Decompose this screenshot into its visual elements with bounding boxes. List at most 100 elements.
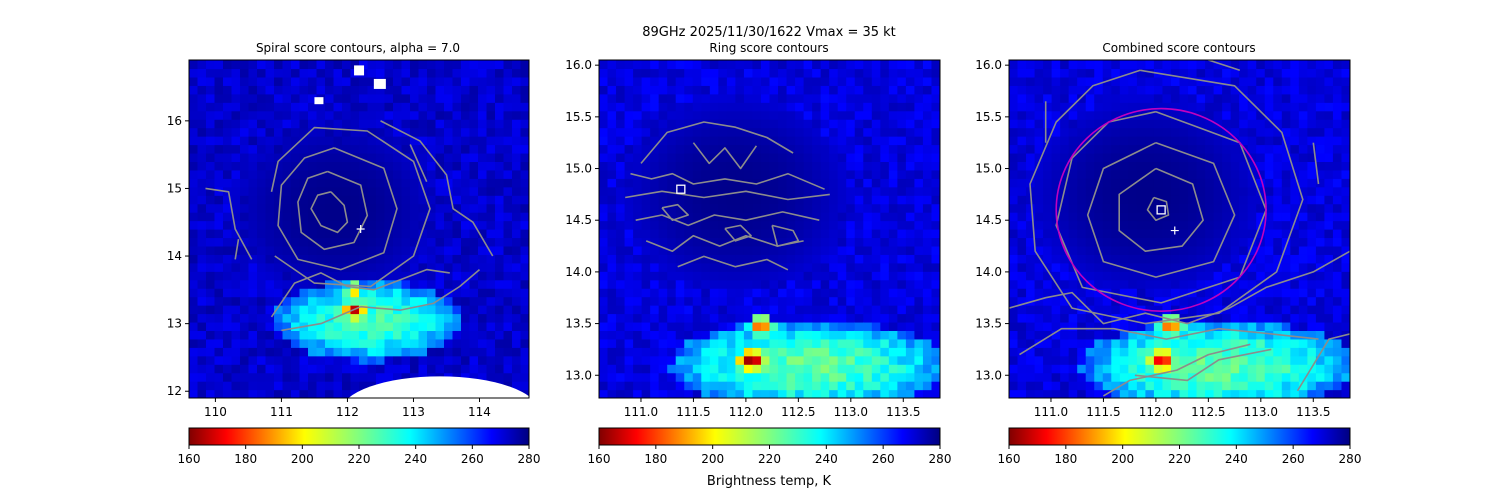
tb-cell — [393, 60, 403, 70]
tb-cell — [367, 364, 377, 374]
tb-cell — [291, 279, 301, 289]
tb-cell — [658, 347, 668, 357]
tb-cell — [503, 313, 513, 323]
tb-cell — [1111, 220, 1121, 230]
tb-cell — [829, 178, 839, 188]
tb-cell — [274, 60, 284, 70]
tb-cell — [1230, 389, 1240, 398]
tb-cell — [667, 110, 677, 120]
tb-cell — [410, 220, 420, 230]
tb-cell — [709, 110, 719, 120]
tb-cell — [803, 279, 813, 289]
tb-cell — [427, 279, 437, 289]
tb-cell — [769, 305, 779, 315]
tb-cell — [1145, 212, 1155, 222]
tb-cell — [401, 127, 411, 137]
tb-cell — [1017, 195, 1027, 205]
tb-cell — [863, 254, 873, 264]
tb-cell — [931, 93, 940, 103]
tb-cell — [401, 372, 411, 382]
tb-cell — [1068, 330, 1078, 340]
tb-cell — [291, 288, 301, 298]
tb-cell — [342, 169, 352, 179]
tb-cell — [829, 355, 839, 365]
tb-cell — [897, 296, 907, 306]
tb-cell — [1188, 203, 1198, 213]
tb-cell — [1290, 186, 1300, 196]
tb-cell — [274, 178, 284, 188]
tb-cell — [1077, 178, 1087, 188]
tb-cell — [427, 85, 437, 95]
tb-cell — [897, 321, 907, 331]
tb-cell — [701, 296, 711, 306]
tb-cell — [410, 110, 420, 120]
tb-cell — [820, 381, 830, 391]
tb-cell — [520, 119, 529, 129]
tb-cell — [333, 338, 343, 348]
tb-cell — [1332, 245, 1343, 255]
tb-cell — [854, 245, 864, 255]
tb-cell — [837, 110, 847, 120]
tb-cell — [461, 93, 471, 103]
tb-cell — [1247, 338, 1257, 348]
tb-cell — [854, 127, 864, 137]
tb-cell — [223, 60, 233, 70]
tb-cell — [718, 237, 728, 247]
tb-cell — [718, 279, 728, 289]
tb-cell — [325, 381, 335, 391]
tb-cell — [401, 279, 411, 289]
tb-cell — [837, 119, 847, 129]
tb-cell — [520, 305, 529, 315]
tb-cell — [410, 68, 420, 78]
tb-cell — [701, 321, 711, 331]
tb-cell — [401, 254, 411, 264]
tb-cell — [393, 127, 403, 137]
tb-cell — [650, 152, 660, 162]
tb-cell — [1043, 288, 1053, 298]
tb-cell — [641, 381, 651, 391]
tb-cell — [684, 144, 694, 154]
tb-cell — [633, 381, 643, 391]
tb-cell — [1290, 355, 1300, 365]
tb-cell — [1324, 364, 1334, 374]
tb-cell — [1153, 93, 1164, 103]
tb-cell — [1068, 237, 1078, 247]
tb-cell — [1213, 85, 1223, 95]
tb-cell — [197, 271, 207, 281]
tb-cell — [701, 220, 711, 230]
tb-cell — [461, 229, 471, 239]
tb-cell — [905, 229, 916, 239]
tb-cell — [1264, 152, 1274, 162]
tb-cell — [1170, 102, 1181, 112]
tb-cell — [778, 254, 788, 264]
tb-cell — [1256, 389, 1266, 398]
tb-cell — [624, 127, 634, 137]
tb-cell — [752, 372, 762, 382]
tb-cell — [461, 279, 471, 289]
tb-cell — [265, 212, 275, 222]
tb-cell — [1009, 313, 1019, 323]
tb-cell — [197, 93, 207, 103]
tb-cell — [897, 220, 907, 230]
tb-cell — [1290, 76, 1300, 86]
tb-cell — [274, 203, 284, 213]
tb-cell — [231, 237, 241, 247]
tb-cell — [880, 271, 890, 281]
tb-cell — [410, 127, 420, 137]
tb-cell — [1102, 144, 1112, 154]
tb-cell — [658, 338, 668, 348]
tb-cell — [1290, 93, 1300, 103]
tb-cell — [359, 85, 369, 95]
tb-cell — [350, 136, 360, 146]
tb-cell — [709, 381, 719, 391]
tb-cell — [503, 93, 513, 103]
tb-cell — [837, 60, 847, 70]
tb-cell — [316, 229, 326, 239]
tb-cell — [888, 229, 898, 239]
tb-cell — [769, 102, 779, 112]
tb-cell — [486, 127, 496, 137]
tb-cell — [854, 68, 864, 78]
tb-cell — [769, 279, 779, 289]
tb-cell — [1222, 76, 1232, 86]
tb-cell — [274, 102, 284, 112]
